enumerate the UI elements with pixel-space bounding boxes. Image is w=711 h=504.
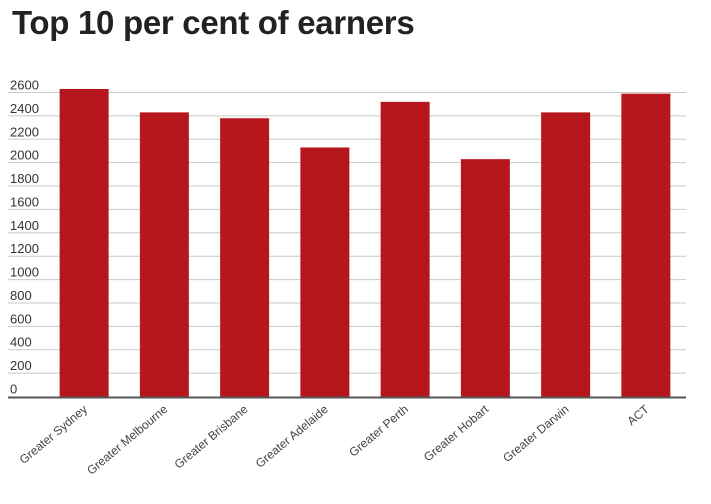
bar <box>59 88 109 397</box>
y-tick-label: 1600 <box>10 194 39 209</box>
y-tick-label: 0 <box>10 382 17 397</box>
y-tick-label: 2000 <box>10 148 39 163</box>
y-axis-ticks: 0 200 400 600 800 1000 1200 1400 1600 1800 2000 220… <box>10 78 39 397</box>
bar <box>300 147 350 397</box>
y-tick-label: 200 <box>10 358 32 373</box>
x-tick-label: Greater Perth <box>346 402 411 459</box>
x-tick-label: Greater Sydney <box>17 402 90 467</box>
x-tick-label: Greater Darwin <box>500 402 571 465</box>
bar <box>460 159 510 397</box>
y-tick-label: 1000 <box>10 265 39 280</box>
bar <box>541 112 591 397</box>
bar <box>621 93 671 397</box>
x-tick-label: ACT <box>624 402 652 429</box>
bar <box>139 112 189 397</box>
y-tick-label: 1200 <box>10 241 39 256</box>
x-tick-label: Greater Adelaide <box>253 402 331 471</box>
x-tick-label: Greater Brisbane <box>172 402 251 472</box>
chart-title: Top 10 per cent of earners <box>12 4 415 41</box>
y-tick-label: 2400 <box>10 101 39 116</box>
y-tick-label: 600 <box>10 311 32 326</box>
y-tick-label: 800 <box>10 288 32 303</box>
x-tick-label: Greater Melbourne <box>84 402 170 478</box>
y-tick-label: 2600 <box>10 78 39 93</box>
y-tick-label: 2200 <box>10 124 39 139</box>
y-tick-label: 1800 <box>10 171 39 186</box>
bars <box>59 88 671 397</box>
y-tick-label: 1400 <box>10 218 39 233</box>
bar <box>380 101 430 397</box>
x-tick-label: Greater Hobart <box>421 402 492 465</box>
y-tick-label: 400 <box>10 335 32 350</box>
bar <box>220 118 270 397</box>
